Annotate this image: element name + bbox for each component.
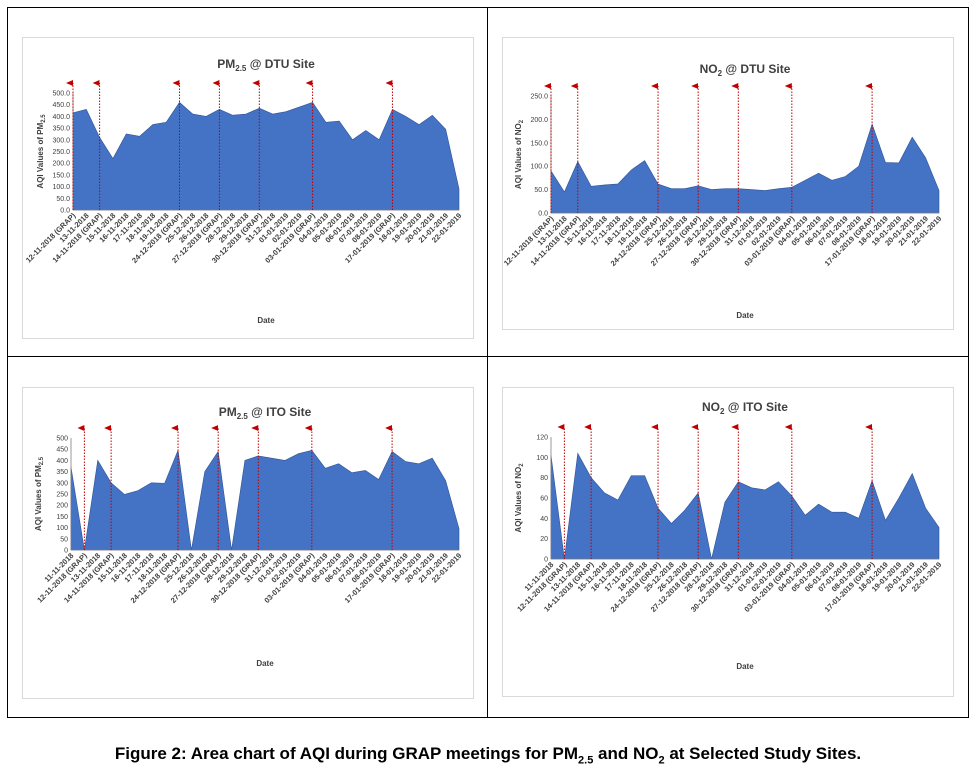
- y-tick-label: 50: [60, 536, 68, 543]
- y-tick-label: 0: [544, 557, 548, 564]
- y-tick-label: 450.0: [52, 102, 70, 109]
- figure-caption: Figure 2: Area chart of AQI during GRAP …: [0, 744, 976, 766]
- chart-title: NO2 @ DTU Site: [700, 62, 791, 78]
- chart-title: PM2.5 @ ITO Site: [219, 405, 312, 421]
- caption-prefix: Figure 2: Area chart of AQI during GRAP …: [114, 744, 579, 763]
- area-series: [550, 123, 940, 214]
- panel-pm25-ito: PM2.5 @ ITO Site 0 50 100 150 200 250 300 350 400…: [7, 356, 488, 718]
- y-tick-label: 50.0: [56, 196, 70, 203]
- chart-title-subscript: 2.5: [235, 64, 247, 73]
- y-tick-label: 40: [540, 516, 548, 523]
- area-series: [72, 101, 460, 211]
- y-tick-label: 20: [540, 536, 548, 543]
- chart-title-main: NO: [700, 62, 718, 76]
- x-axis-label: Date: [257, 316, 275, 325]
- chart-frame-no2-dtu: NO2 @ DTU Site 0.0 50.0 100.0 150.0 200.0 250.…: [502, 37, 954, 330]
- y-tick-label: 150: [56, 514, 68, 521]
- caption-sub-no2: 2: [658, 754, 665, 767]
- chart-title-main: NO: [702, 400, 720, 414]
- y-tick-label: 80: [540, 475, 548, 482]
- y-axis-label-main: AQI Values of NO: [514, 467, 523, 533]
- chart-pm25-dtu: PM2.5 @ DTU Site0.050.0100.0150.0200.025…: [24, 57, 464, 325]
- y-tick-label: 200.0: [530, 117, 548, 124]
- y-tick-label: 0.0: [60, 208, 70, 215]
- y-axis-label-main: AQI Values of PM: [34, 465, 43, 531]
- chart-title-subscript: 2: [718, 69, 723, 78]
- y-axis-label-main: AQI Values of NO: [514, 123, 523, 189]
- chart-pm25-ito: PM2.5 @ ITO Site050100150200250300350400…: [34, 405, 463, 668]
- area-series: [550, 452, 940, 560]
- y-axis-label-subscript: 2: [519, 119, 525, 123]
- chart-title-subscript: 2.5: [237, 412, 249, 421]
- panel-no2-dtu: NO2 @ DTU Site 0.0 50.0 100.0 150.0 200.0 250.…: [487, 7, 969, 357]
- y-axis-label: AQI Values of PM2.5: [34, 456, 45, 531]
- chart-title-rest: @ ITO Site: [248, 405, 312, 419]
- panel-pm25-dtu: PM2.5 @ DTU Site 0.0 50.0 100.0 150.0 200.0 25…: [7, 7, 488, 357]
- y-tick-label: 450: [56, 447, 68, 454]
- y-tick-label: 500: [56, 436, 68, 443]
- y-tick-label: 150.0: [530, 140, 548, 147]
- y-tick-label: 200.0: [52, 161, 70, 168]
- y-tick-label: 50.0: [534, 187, 548, 194]
- chart-title-main: PM: [217, 57, 235, 71]
- x-axis-label: Date: [736, 311, 754, 320]
- chart-no2-dtu: NO2 @ DTU Site0.050.0100.0150.0200.0250.…: [502, 62, 944, 320]
- y-tick-label: 400.0: [52, 114, 70, 121]
- chart-title: NO2 @ ITO Site: [702, 400, 788, 416]
- y-tick-label: 0: [64, 548, 68, 555]
- y-tick-label: 350: [56, 469, 68, 476]
- y-tick-label: 60: [540, 496, 548, 503]
- chart-title: PM2.5 @ DTU Site: [217, 57, 315, 73]
- y-tick-label: 300: [56, 480, 68, 487]
- chart-title-main: PM: [219, 405, 237, 419]
- y-tick-label: 100: [536, 455, 548, 462]
- y-tick-label: 250.0: [530, 94, 548, 101]
- y-axis-label-subscript: 2.5: [41, 114, 47, 123]
- chart-title-rest: @ DTU Site: [722, 62, 791, 76]
- y-tick-label: 500.0: [52, 91, 70, 98]
- y-tick-label: 350.0: [52, 126, 70, 133]
- y-tick-label: 250: [56, 492, 68, 499]
- y-axis-label: AQI Values of NO2: [514, 119, 525, 189]
- y-axis-label-subscript: 2: [519, 463, 525, 467]
- x-axis-label: Date: [256, 659, 274, 668]
- caption-sub-pm: 2.5: [578, 754, 594, 767]
- y-axis-label-subscript: 2.5: [39, 456, 45, 465]
- y-tick-label: 400: [56, 458, 68, 465]
- y-tick-label: 200: [56, 503, 68, 510]
- y-tick-label: 100: [56, 525, 68, 532]
- x-axis-label: Date: [736, 662, 754, 671]
- caption-suffix: at Selected Study Sites.: [664, 744, 862, 763]
- y-axis-label: AQI Values of NO2: [514, 463, 525, 533]
- chart-title-rest: @ ITO Site: [724, 400, 788, 414]
- chart-frame-no2-ito: NO2 @ ITO Site 0 20 40 60 80 100 120 AQI Values …: [502, 387, 954, 697]
- chart-title-subscript: 2: [720, 407, 725, 416]
- chart-frame-pm25-dtu: PM2.5 @ DTU Site 0.0 50.0 100.0 150.0 200.0 25…: [22, 37, 474, 339]
- y-tick-label: 100.0: [530, 164, 548, 171]
- y-tick-label: 250.0: [52, 149, 70, 156]
- y-axis-label: AQI Values of PM2.5: [36, 114, 47, 189]
- y-tick-label: 120: [536, 435, 548, 442]
- y-tick-label: 300.0: [52, 137, 70, 144]
- chart-frame-pm25-ito: PM2.5 @ ITO Site 0 50 100 150 200 250 300 350 400…: [22, 387, 474, 699]
- y-tick-label: 0.0: [538, 211, 548, 218]
- panel-no2-ito: NO2 @ ITO Site 0 20 40 60 80 100 120 AQI Values …: [487, 356, 969, 718]
- y-tick-label: 100.0: [52, 184, 70, 191]
- y-axis-label-main: AQI Values of PM: [36, 122, 45, 188]
- area-series: [70, 449, 460, 551]
- chart-title-rest: @ DTU Site: [246, 57, 315, 71]
- caption-middle: and NO: [593, 744, 659, 763]
- y-tick-label: 150.0: [52, 172, 70, 179]
